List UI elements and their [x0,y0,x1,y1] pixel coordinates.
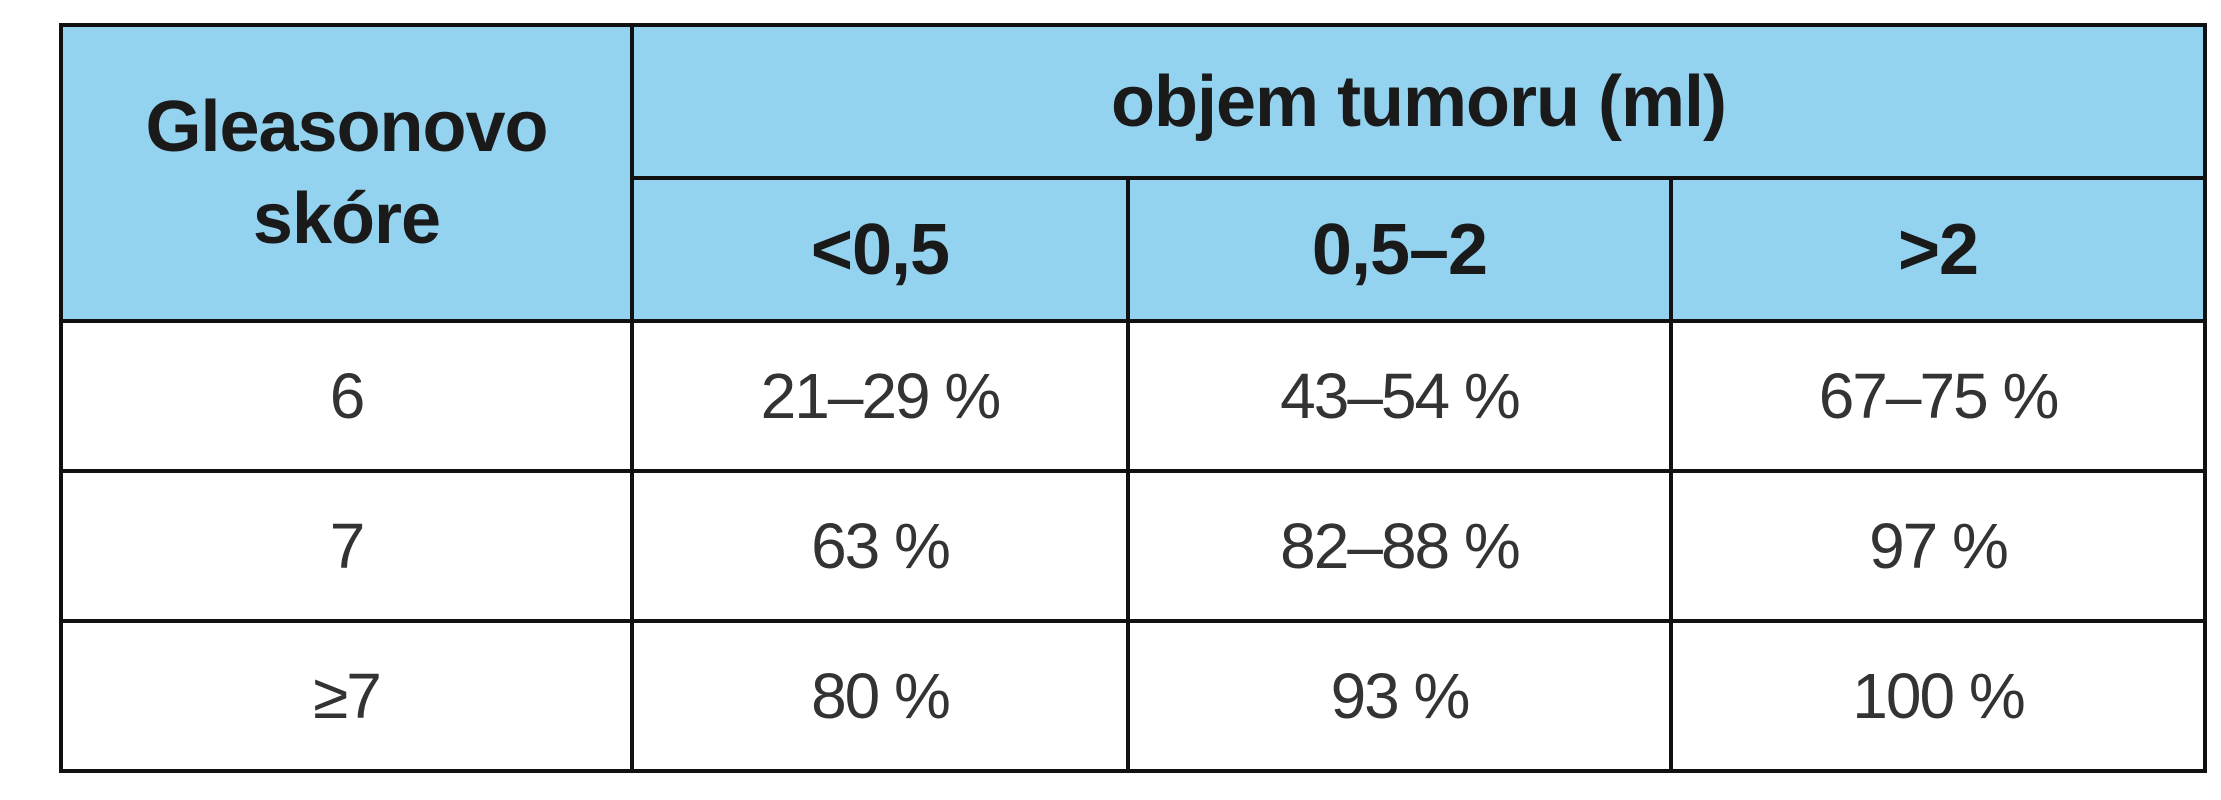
table-cell: 80 % [630,619,1130,773]
header-row: Gleasonovo skóre objem tumoru (ml) [59,23,2208,323]
row-header: Gleasonovo skóre [59,23,634,323]
table-cell: 67–75 % [1668,319,2208,473]
table-row: 6 21–29 % 43–54 % 67–75 % [59,319,2208,473]
table-cell: 100 % [1668,619,2208,773]
table-cell: 82–88 % [1126,469,1673,623]
table-cell: 21–29 % [630,319,1130,473]
group-header: objem tumoru (ml) [629,23,2208,180]
row-label: 7 [59,469,634,623]
table: Gleasonovo skóre objem tumoru (ml) <0,5 0… [59,23,2208,773]
table-body: 6 21–29 % 43–54 % 67–75 % 7 63 % 82–88 % 97 % ≥7… [59,319,2208,773]
table-cell: 97 % [1668,469,2208,623]
row-label: ≥7 [59,619,634,773]
column-header: >2 [1668,176,2208,323]
column-header: <0,5 [630,176,1130,323]
row-label: 6 [59,319,634,473]
table-cell: 63 % [630,469,1130,623]
table-cell: 43–54 % [1126,319,1673,473]
column-header: 0,5–2 [1126,176,1673,323]
table-row: ≥7 80 % 93 % 100 % [59,619,2208,773]
table-cell: 93 % [1126,619,1673,773]
table-row: 7 63 % 82–88 % 97 % [59,469,2208,623]
header-row: <0,5 0,5–2 >2 [61,176,2208,323]
